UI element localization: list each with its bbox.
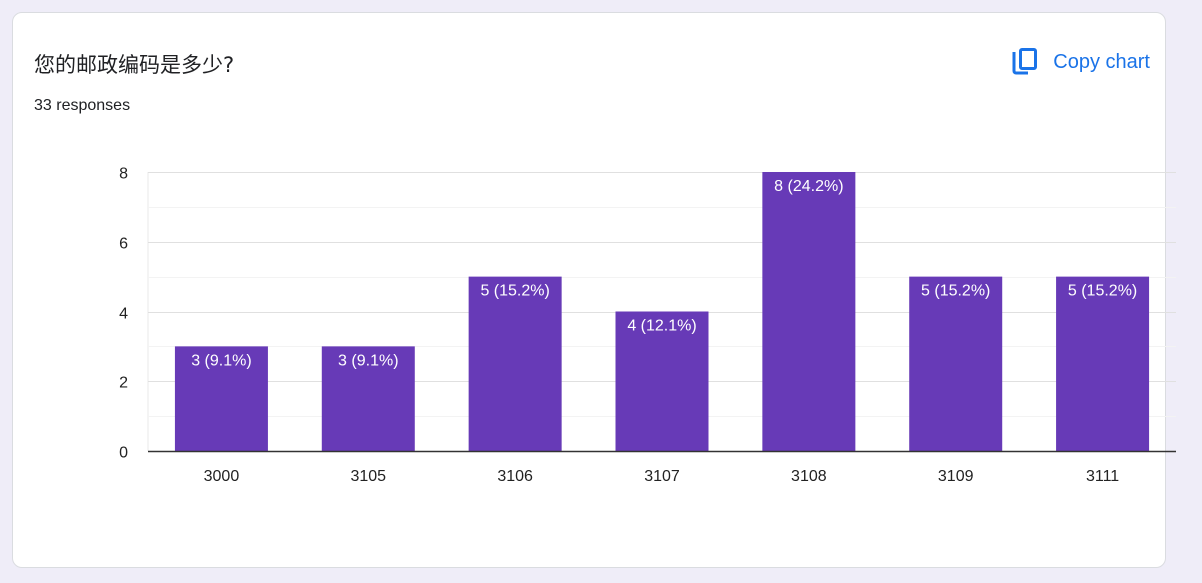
bar-data-label: 3 (9.1%) [191, 352, 251, 369]
copy-chart-label: Copy chart [1053, 50, 1150, 73]
response-count: 33 responses [34, 97, 131, 114]
x-tick-label: 3108 [791, 468, 827, 485]
bar [909, 276, 1003, 451]
bar [762, 172, 856, 451]
bar-data-label: 5 (15.2%) [1068, 283, 1137, 300]
y-tick-label: 8 [119, 166, 128, 183]
question-title: 您的邮政编码是多少? [34, 53, 235, 77]
copy-chart-button[interactable]: Copy chart [1006, 42, 1150, 82]
y-tick-label: 2 [119, 375, 128, 392]
x-tick-label: 3109 [938, 468, 974, 485]
y-tick-label: 0 [119, 445, 128, 462]
x-tick-label: 3000 [204, 468, 240, 485]
bar-data-label: 5 (15.2%) [480, 283, 549, 300]
y-tick-label: 4 [119, 306, 128, 323]
bar [1056, 276, 1150, 451]
x-tick-label: 3106 [497, 468, 533, 485]
y-tick-label: 6 [119, 236, 128, 253]
x-tick-label: 3105 [350, 468, 386, 485]
bar-data-label: 8 (24.2%) [774, 178, 843, 195]
bar-data-label: 4 (12.1%) [627, 318, 696, 335]
bar [174, 346, 268, 451]
x-tick-label: 3107 [644, 468, 680, 485]
x-tick-label: 3111 [1086, 468, 1119, 485]
bar [615, 311, 709, 451]
bar-data-label: 5 (15.2%) [921, 283, 990, 300]
bar [468, 276, 562, 451]
bar [321, 346, 415, 451]
bar-data-label: 3 (9.1%) [338, 352, 398, 369]
copy-icon [1012, 48, 1038, 76]
